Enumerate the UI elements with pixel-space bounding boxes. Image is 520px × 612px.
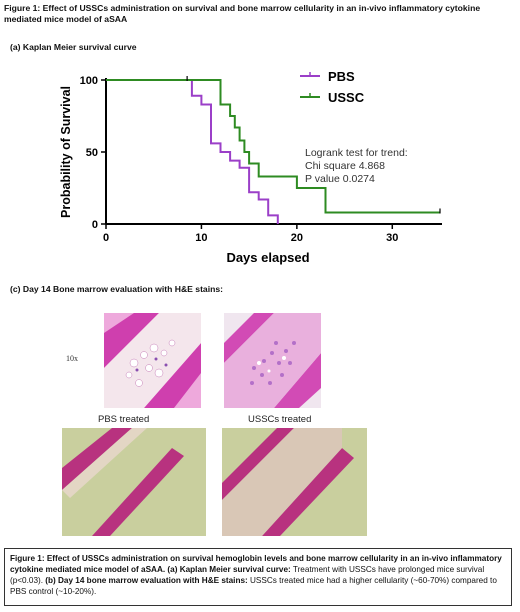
legend-label-ussc: USSC (328, 90, 365, 105)
caption-a-text: Treatment with USSCs have prolonged mice… (10, 565, 485, 585)
histology-ussc-10x-image (224, 313, 321, 408)
caption-lead: Figure 1: Effect of USSCs administration… (10, 554, 502, 574)
panel-c-label: (c) Day 14 Bone marrow evaluation with H… (10, 284, 223, 294)
figure-title: Figure 1: Effect of USSCs administration… (4, 3, 481, 24)
kaplan-meier-chart: 0 50 100 0 10 20 30 Days elapsed Probability of … (0, 62, 520, 272)
x-tick-label: 20 (291, 232, 303, 244)
panel-a-label: (a) Kaplan Meier survival curve (10, 42, 137, 52)
histology-pbs-4x-image (62, 428, 206, 536)
legend-label-pbs: PBS (328, 69, 355, 84)
survival-line-pbs (106, 79, 279, 224)
logrank-annotation-line: Chi square 4.868 (305, 160, 385, 172)
logrank-annotation-line: Logrank test for trend: (305, 147, 408, 159)
y-axis-label: Probability of Survival (59, 86, 73, 218)
y-tick-label: 100 (80, 75, 98, 87)
histology-ussc-10x (224, 313, 321, 408)
x-tick-label: 10 (195, 232, 207, 244)
caption-b-lead: (b) Day 14 bone marrow evaluation with H… (45, 576, 248, 585)
col-label-ussc: USSCs treated (248, 414, 312, 425)
x-axis-label: Days elapsed (226, 250, 309, 265)
x-tick-label: 0 (103, 232, 109, 244)
row-label-10x: 10x (66, 354, 78, 363)
col-label-pbs: PBS treated (98, 414, 150, 425)
figure-caption: Figure 1: Effect of USSCs administration… (4, 548, 512, 606)
survival-line-ussc (106, 79, 440, 214)
y-tick-label: 50 (86, 147, 98, 159)
histology-pbs-10x (104, 313, 201, 408)
y-tick-label: 0 (92, 219, 98, 231)
histology-pbs-10x-image (104, 313, 201, 408)
caption-b-text: USSCs treated mice had a higher cellular… (10, 576, 497, 596)
histology-pbs-4x (62, 428, 206, 536)
histology-ussc-4x-image (222, 428, 367, 536)
km-svg: 0 50 100 0 10 20 30 Days elapsed Probability of … (59, 69, 442, 265)
histology-ussc-4x (222, 428, 367, 536)
logrank-annotation-line: P value 0.0274 (305, 173, 375, 185)
x-tick-label: 30 (386, 232, 398, 244)
